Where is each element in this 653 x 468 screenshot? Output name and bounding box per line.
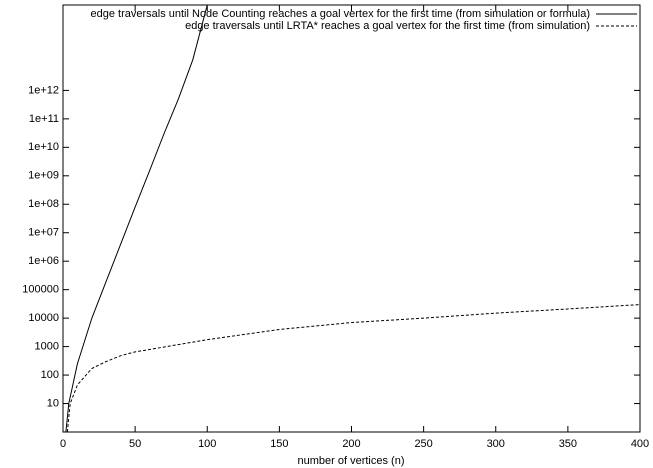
plot-frame xyxy=(62,4,641,433)
legend-label: edge traversals until LRTA* reaches a go… xyxy=(185,20,590,32)
y-tick-label: 1e+07 xyxy=(28,227,59,239)
y-tick-label: 100000 xyxy=(22,284,59,296)
x-tick-label: 400 xyxy=(631,438,649,450)
y-tick-label: 1e+10 xyxy=(28,141,59,153)
y-tick-label: 1e+08 xyxy=(28,198,59,210)
y-tick-label: 10000 xyxy=(28,312,59,324)
x-tick-label: 0 xyxy=(60,438,66,450)
series-line xyxy=(66,304,640,432)
x-axis-label: number of vertices (n) xyxy=(298,455,405,467)
y-tick-label: 10 xyxy=(47,397,59,409)
legend-label: edge traversals until Node Counting reac… xyxy=(91,8,591,20)
x-tick-label: 250 xyxy=(414,438,432,450)
y-tick-label: 1e+12 xyxy=(28,84,59,96)
x-tick-label: 350 xyxy=(559,438,577,450)
y-tick-label: 1e+09 xyxy=(28,170,59,182)
plot-area xyxy=(65,5,640,432)
x-tick-label: 100 xyxy=(198,438,216,450)
y-tick-label: 100 xyxy=(41,369,59,381)
x-tick-label: 150 xyxy=(270,438,288,450)
x-tick-label: 200 xyxy=(342,438,360,450)
x-tick-label: 50 xyxy=(129,438,141,450)
y-tick-label: 1e+11 xyxy=(29,113,59,125)
series-line xyxy=(65,5,208,432)
x-tick-label: 300 xyxy=(487,438,505,450)
y-tick-label: 1000 xyxy=(35,341,59,353)
y-tick-label: 1e+06 xyxy=(28,255,59,267)
